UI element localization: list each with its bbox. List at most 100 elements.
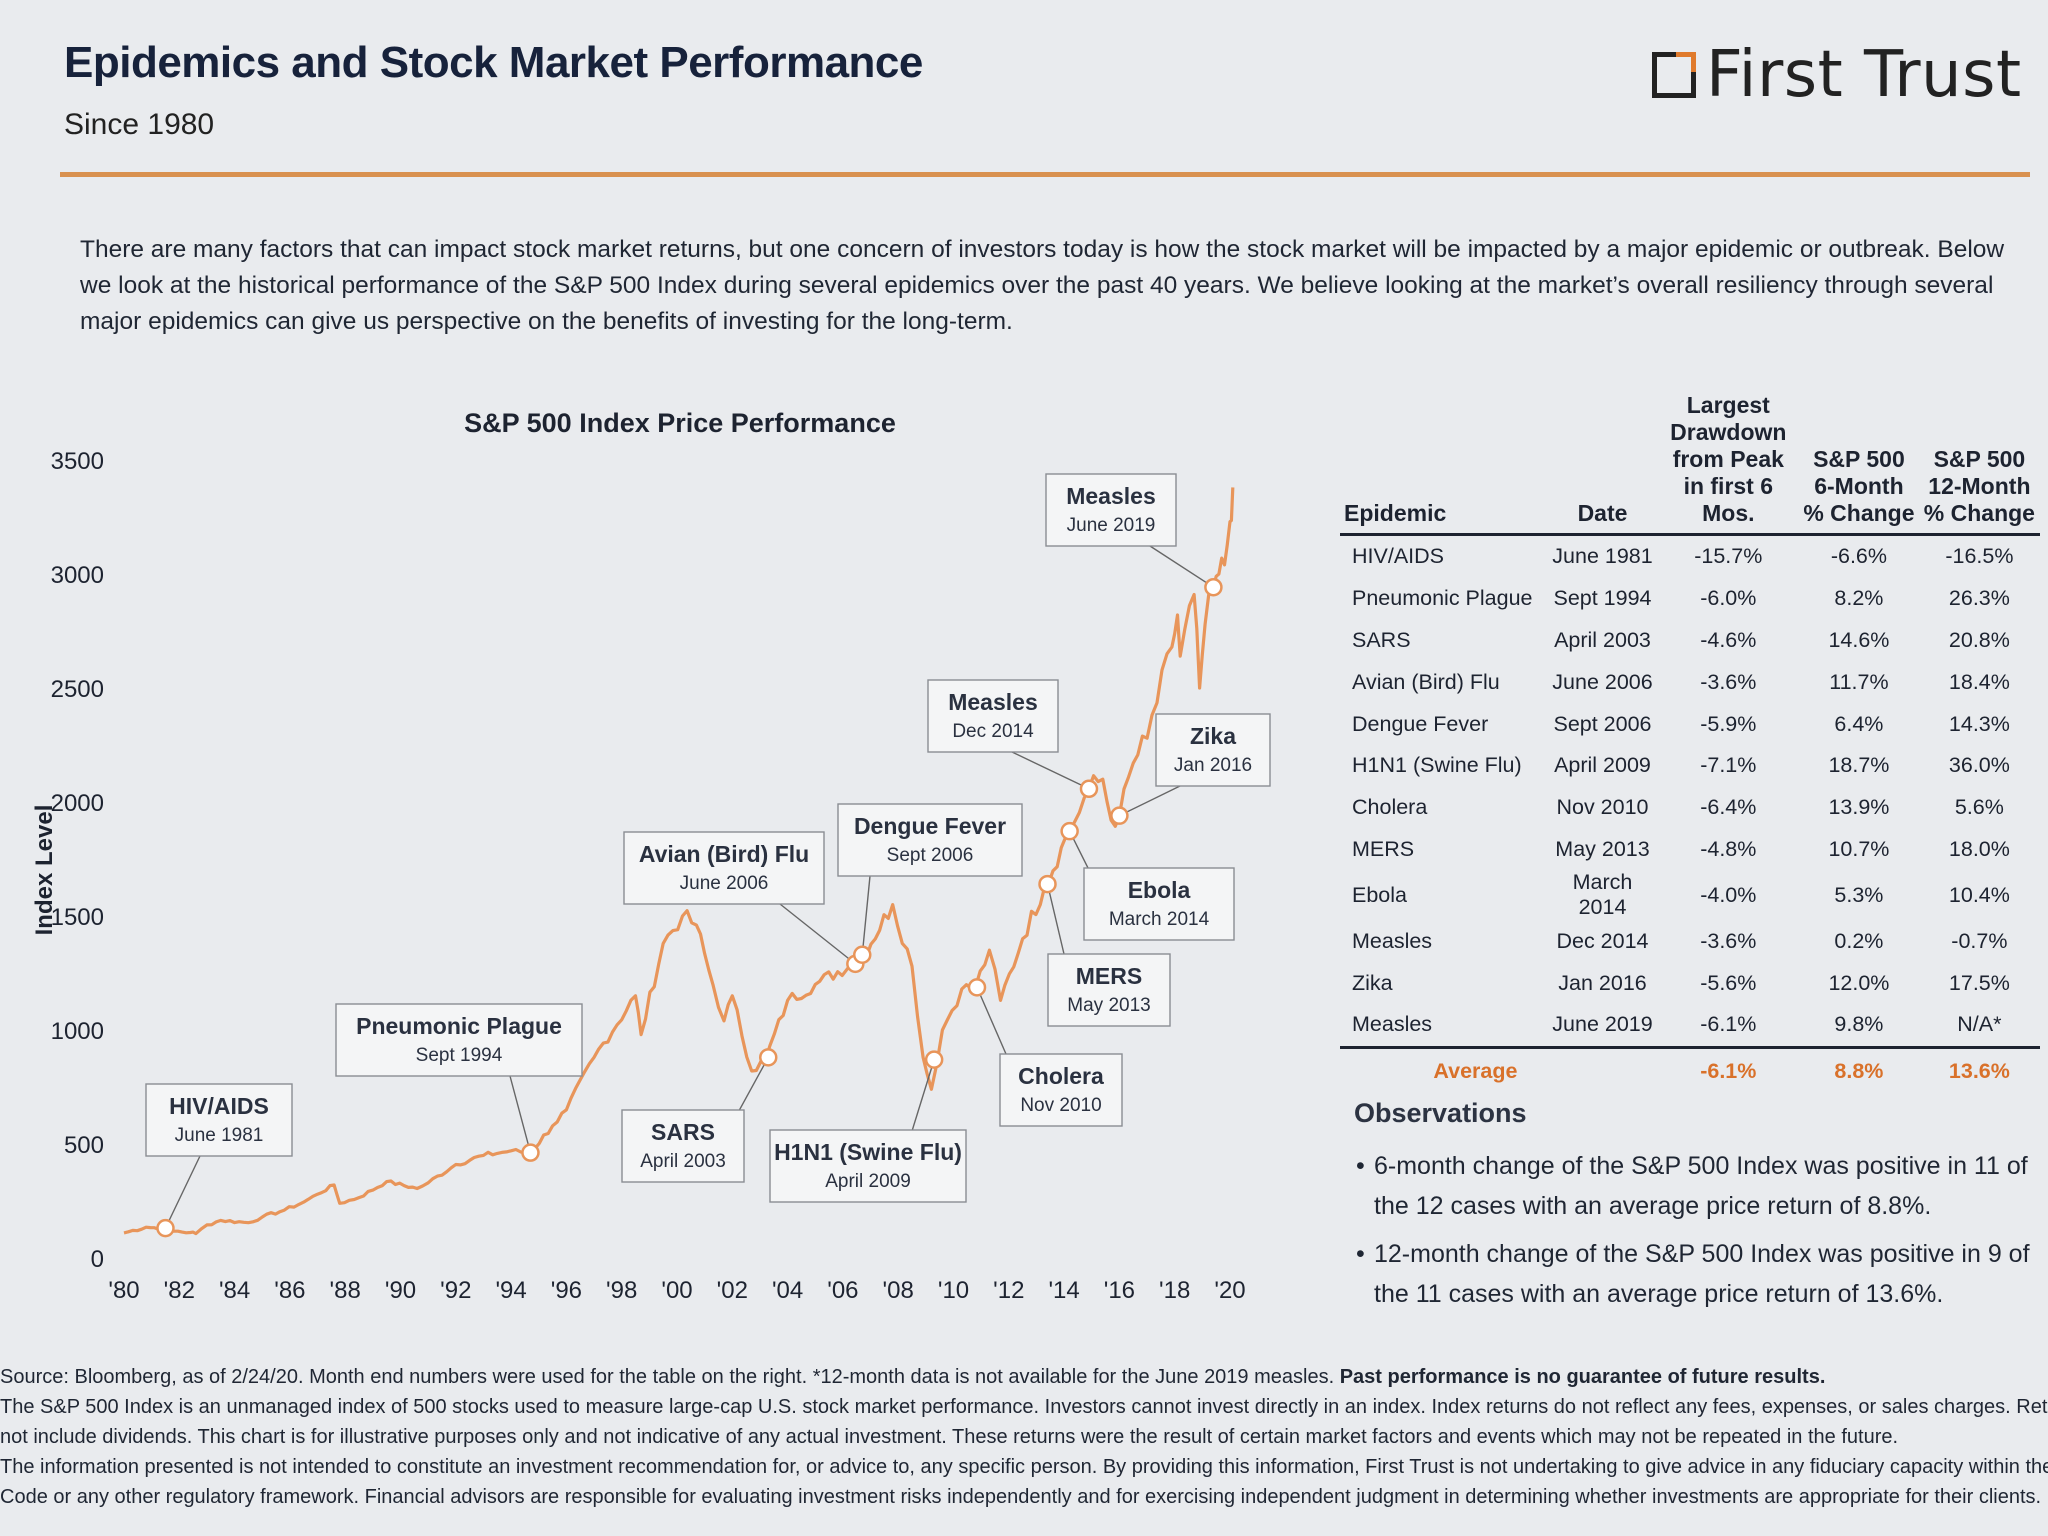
x-tick-label: '90 xyxy=(385,1277,416,1304)
epidemic-marker xyxy=(156,1218,175,1238)
table-cell: MERS xyxy=(1352,836,1415,861)
col-header: Epidemic xyxy=(1340,392,1548,536)
table-row: HIV/AIDS June 1981 -15.7% -6.6% -16.5% xyxy=(1340,535,2040,578)
table-cell: -6.4% xyxy=(1700,795,1757,820)
epidemic-marker xyxy=(758,1048,778,1067)
footnote-line: Code or any other regulatory framework. … xyxy=(0,1486,2042,1508)
epidemic-marker xyxy=(1110,806,1129,825)
table-cell: 11.7% xyxy=(1829,669,1889,694)
epidemic-marker xyxy=(1204,577,1223,597)
footnote-source-text: Source: Bloomberg, as of 2/24/20. Month … xyxy=(0,1366,1335,1388)
table-row: Ebola March 2014 -4.0% 5.3% 10.4% xyxy=(1340,870,2040,920)
brand-logo: First Trust xyxy=(1652,38,2022,112)
table-cell: -6.0% xyxy=(1700,586,1757,611)
annotation-box xyxy=(1047,953,1171,1027)
table-cell: June 2006 xyxy=(1552,669,1653,694)
table-row: Cholera Nov 2010 -6.4% 13.9% 5.6% xyxy=(1340,787,2040,829)
table-cell: 9.8% xyxy=(1834,1012,1884,1037)
y-tick-label: 2000 xyxy=(51,790,104,817)
x-tick-label: '18 xyxy=(1159,1277,1190,1304)
footnote-line: not include dividends. This chart is for… xyxy=(0,1426,1899,1448)
annotation-box xyxy=(621,1109,745,1183)
logo-mark-icon xyxy=(1652,52,1696,98)
annotation-name: Measles xyxy=(1066,483,1156,509)
table-cell: 20.8% xyxy=(1948,627,2010,652)
y-tick-label: 500 xyxy=(64,1132,104,1159)
table-cell: 6.4% xyxy=(1834,711,1884,736)
col-header: S&P 500 6-Month% Change xyxy=(1799,392,1919,536)
footnote-line: The S&P 500 Index is an unmanaged index … xyxy=(0,1396,2048,1418)
annotation-box xyxy=(1045,473,1177,547)
table-cell: 18.0% xyxy=(1948,836,2010,861)
annotation-box xyxy=(145,1083,293,1157)
table-cell: May 2013 xyxy=(1555,836,1650,861)
x-tick-label: '94 xyxy=(495,1277,526,1304)
epidemic-marker xyxy=(521,1143,540,1162)
table-cell: 17.5% xyxy=(1948,970,2010,995)
epidemic-marker xyxy=(853,945,872,965)
table-row: H1N1 (Swine Flu) April 2009 -7.1% 18.7% 36.0… xyxy=(1340,745,2040,787)
table-cell: Zika xyxy=(1352,970,1393,995)
annotation-name: Zika xyxy=(1190,723,1236,749)
table-cell: April 2009 xyxy=(1554,753,1651,778)
table-cell: -3.6% xyxy=(1700,928,1757,953)
table-cell: 13.9% xyxy=(1828,795,1890,820)
table-cell: Nov 2010 xyxy=(1556,795,1649,820)
table-row: SARS April 2003 -4.6% 14.6% 20.8% xyxy=(1340,620,2040,662)
annotation-date: June 2019 xyxy=(1067,515,1156,536)
table-row: MERS May 2013 -4.8% 10.7% 18.0% xyxy=(1340,829,2040,871)
table-cell: Pneumonic Plague xyxy=(1352,586,1533,611)
annotation-box xyxy=(335,1003,583,1077)
table-cell: 18.4% xyxy=(1948,669,2010,694)
annotation-leader xyxy=(976,987,1007,1055)
average-cell: 13.6% xyxy=(1918,1045,2040,1095)
annotation-leader xyxy=(509,1075,532,1153)
footnotes: Source: Bloomberg, as of 2/24/20. Month … xyxy=(0,1362,2048,1512)
annotation-leader xyxy=(861,875,871,955)
table-cell: 14.3% xyxy=(1948,711,2010,736)
epidemic-marker xyxy=(1079,779,1099,799)
table-header-row: Epidemic Date Largest Drawdown from Peak in… xyxy=(1340,392,2040,536)
table-cell: June 2019 xyxy=(1552,1012,1653,1037)
annotation-box xyxy=(999,1053,1123,1127)
table-row: Measles June 2019 -6.1% 9.8% N/A* xyxy=(1340,1004,2040,1047)
sp500-line-chart: Index Level3500300025002000150010005000'… xyxy=(31,448,1271,1304)
x-tick-label: '06 xyxy=(827,1277,858,1304)
x-tick-label: '04 xyxy=(772,1277,803,1304)
annotation-date: Sept 1994 xyxy=(416,1045,503,1066)
annotation-name: H1N1 (Swine Flu) xyxy=(774,1139,962,1165)
table-cell: 5.3% xyxy=(1834,882,1884,907)
observations-title: Observations xyxy=(1354,1098,1527,1128)
table-cell: -6.1% xyxy=(1700,1012,1757,1037)
annotation-date: June 2006 xyxy=(680,873,769,894)
x-tick-label: '08 xyxy=(883,1277,914,1304)
table-row: Avian (Bird) Flu June 2006 -3.6% 11.7% 18.4% xyxy=(1340,661,2040,703)
x-tick-label: '88 xyxy=(330,1277,361,1304)
x-tick-label: '82 xyxy=(164,1277,195,1304)
y-axis-label: Index Level xyxy=(31,805,58,936)
x-tick-label: '98 xyxy=(606,1277,637,1304)
x-tick-label: '16 xyxy=(1104,1277,1135,1304)
header-divider xyxy=(60,172,2030,177)
footnote-line: The information presented is not intende… xyxy=(0,1456,2048,1478)
annotation-leader xyxy=(1046,883,1065,955)
table-cell: March 2014 xyxy=(1572,870,1633,920)
x-tick-label: '02 xyxy=(717,1277,748,1304)
table-cell: H1N1 (Swine Flu) xyxy=(1352,753,1522,778)
sp500-series-line xyxy=(123,487,1235,1236)
average-cell: 8.8% xyxy=(1799,1045,1919,1095)
annotation-box xyxy=(837,803,1023,877)
epidemic-marker xyxy=(924,1050,944,1069)
y-tick-label: 3500 xyxy=(51,448,104,475)
x-tick-label: '20 xyxy=(1214,1277,1245,1304)
list-item: 6-month change of the S&P 500 Index was … xyxy=(1356,1146,2048,1226)
annotation-date: Sept 2006 xyxy=(887,845,974,866)
annotation-box xyxy=(769,1129,967,1203)
table-cell: -0.7% xyxy=(1951,928,2008,953)
table-cell: Dengue Fever xyxy=(1352,711,1489,736)
footnote-disclaimer: Past performance is no guarantee of futu… xyxy=(1339,1366,1826,1388)
x-tick-label: '84 xyxy=(219,1277,250,1304)
x-tick-label: '10 xyxy=(938,1277,969,1304)
list-item: 12-month change of the S&P 500 Index was… xyxy=(1356,1234,2048,1314)
annotation-date: June 1981 xyxy=(175,1125,264,1146)
